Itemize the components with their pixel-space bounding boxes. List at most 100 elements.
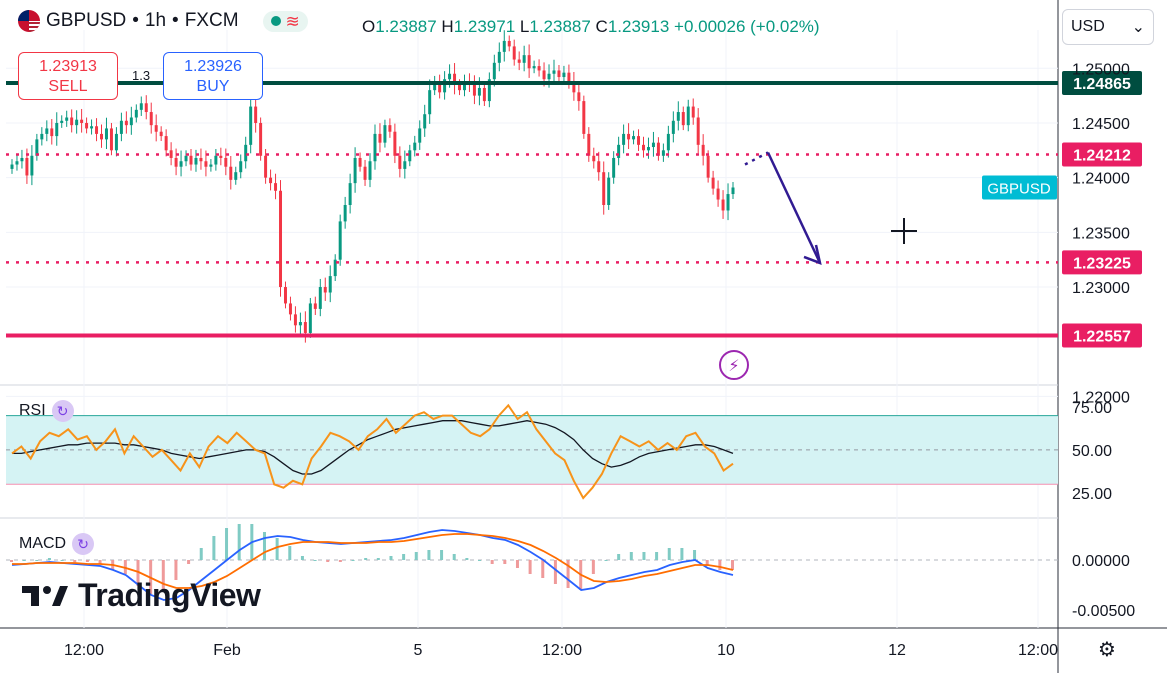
candle-body <box>199 157 203 162</box>
candle-body <box>567 72 571 82</box>
candle-body <box>313 303 317 309</box>
macd-histogram-bar <box>262 532 266 560</box>
candle-body <box>398 155 402 169</box>
rsi-tick-label: 25.00 <box>1072 486 1112 503</box>
candle-body <box>154 125 158 132</box>
refresh-icon[interactable]: ↻ <box>72 533 95 555</box>
candle-body <box>174 157 178 167</box>
rsi-pane-label[interactable]: RSI ↻ <box>19 400 74 422</box>
macd-histogram-bar <box>212 536 216 560</box>
current-price-tag <box>982 175 1057 200</box>
candle-body <box>637 136 641 145</box>
candle-body <box>418 128 422 143</box>
macd-histogram-bar <box>22 560 26 561</box>
candle-body <box>587 133 591 156</box>
candle-body <box>388 125 392 132</box>
lightning-icon: ⚡ <box>728 358 739 375</box>
candle-body <box>458 84 462 91</box>
candle-body <box>65 117 69 121</box>
candle-body <box>358 157 362 167</box>
candle-body <box>169 150 173 158</box>
candle-body <box>20 157 24 162</box>
sell-button[interactable]: 1.23913 SELL <box>18 52 118 100</box>
macd-histogram-bar <box>503 560 507 564</box>
candle-body <box>656 142 660 156</box>
candle-body <box>547 73 551 80</box>
candle-body <box>517 59 521 63</box>
candle-body <box>95 126 99 134</box>
candle-body <box>343 205 347 222</box>
candle-body <box>691 106 695 118</box>
rsi-ma-line <box>12 420 734 475</box>
macd-histogram-bar <box>364 558 368 560</box>
open-value: 1.23887 <box>375 17 437 36</box>
macd-histogram-bar <box>693 550 697 560</box>
candle-body <box>164 136 168 151</box>
candle-body <box>50 128 54 137</box>
macd-histogram-bar <box>655 552 659 560</box>
candle-body <box>597 161 601 173</box>
interval[interactable]: 1h <box>144 10 167 31</box>
candle-body <box>109 128 113 151</box>
currency-select[interactable]: USD ⌄ <box>1062 9 1154 45</box>
buy-button[interactable]: 1.23926 BUY <box>163 52 263 100</box>
candle-body <box>234 172 238 180</box>
tradingview-logo-icon <box>22 585 68 606</box>
rsi-line <box>11 403 734 500</box>
candle-body <box>453 73 457 85</box>
candle-body <box>348 183 352 205</box>
macd-label: MACD <box>19 535 67 552</box>
candle-body <box>378 133 382 143</box>
candle-body <box>676 112 680 121</box>
macd-histogram-bar <box>528 560 532 574</box>
candle-body <box>209 164 213 167</box>
market-status-pill[interactable]: ≋ <box>262 10 308 32</box>
macd-line <box>11 529 734 601</box>
macd-histogram-bar <box>338 560 342 562</box>
macd-histogram-bar <box>553 560 557 584</box>
macd-histogram-bar <box>680 548 684 560</box>
buy-label: BUY <box>196 78 230 95</box>
candle-body <box>283 287 287 304</box>
symbol-header[interactable]: GBPUSD • 1h • FXCM ≋ <box>18 10 308 32</box>
symbol-name[interactable]: GBPUSD <box>46 10 127 31</box>
candle-body <box>119 120 123 134</box>
candle-body <box>582 101 586 134</box>
candle-body <box>627 133 631 140</box>
macd-histogram-bar <box>237 524 241 560</box>
chevron-down-icon: ⌄ <box>1131 19 1145 36</box>
macd-histogram-bar <box>414 552 418 560</box>
tradingview-logo[interactable]: TradingView <box>22 577 261 614</box>
candle-body <box>124 120 128 126</box>
rsi-tick-label: 50.00 <box>1072 443 1112 460</box>
macd-histogram-bar <box>452 554 456 560</box>
candle-body <box>562 72 566 78</box>
candle-body <box>224 157 228 167</box>
candle-body <box>159 131 163 137</box>
price-level-badge <box>1062 71 1142 96</box>
candle-body <box>338 221 342 260</box>
settings-gear-icon[interactable]: ⚙ <box>1098 639 1116 661</box>
candle-body <box>264 155 268 178</box>
candle-body <box>602 172 606 205</box>
refresh-icon[interactable]: ↻ <box>51 400 74 422</box>
ohlc-readout: O1.23887 H1.23971 L1.23887 C1.23913 +0.0… <box>362 17 820 37</box>
candle-body <box>179 161 183 167</box>
candle-body <box>249 106 253 145</box>
candle-body <box>60 120 64 123</box>
candle-body <box>592 155 596 162</box>
candle-body <box>607 177 611 205</box>
macd-histogram-bar <box>35 560 39 561</box>
macd-histogram-bar <box>225 528 229 560</box>
macd-histogram-bar <box>300 556 304 560</box>
time-tick-label: 12 <box>888 642 906 659</box>
candle-body <box>303 322 307 333</box>
low-label: L <box>519 17 530 36</box>
candle-body <box>731 187 735 195</box>
candle-body <box>686 106 690 126</box>
candle-body <box>85 122 89 129</box>
macd-pane-label[interactable]: MACD ↻ <box>19 533 95 555</box>
candle-body <box>671 120 675 134</box>
